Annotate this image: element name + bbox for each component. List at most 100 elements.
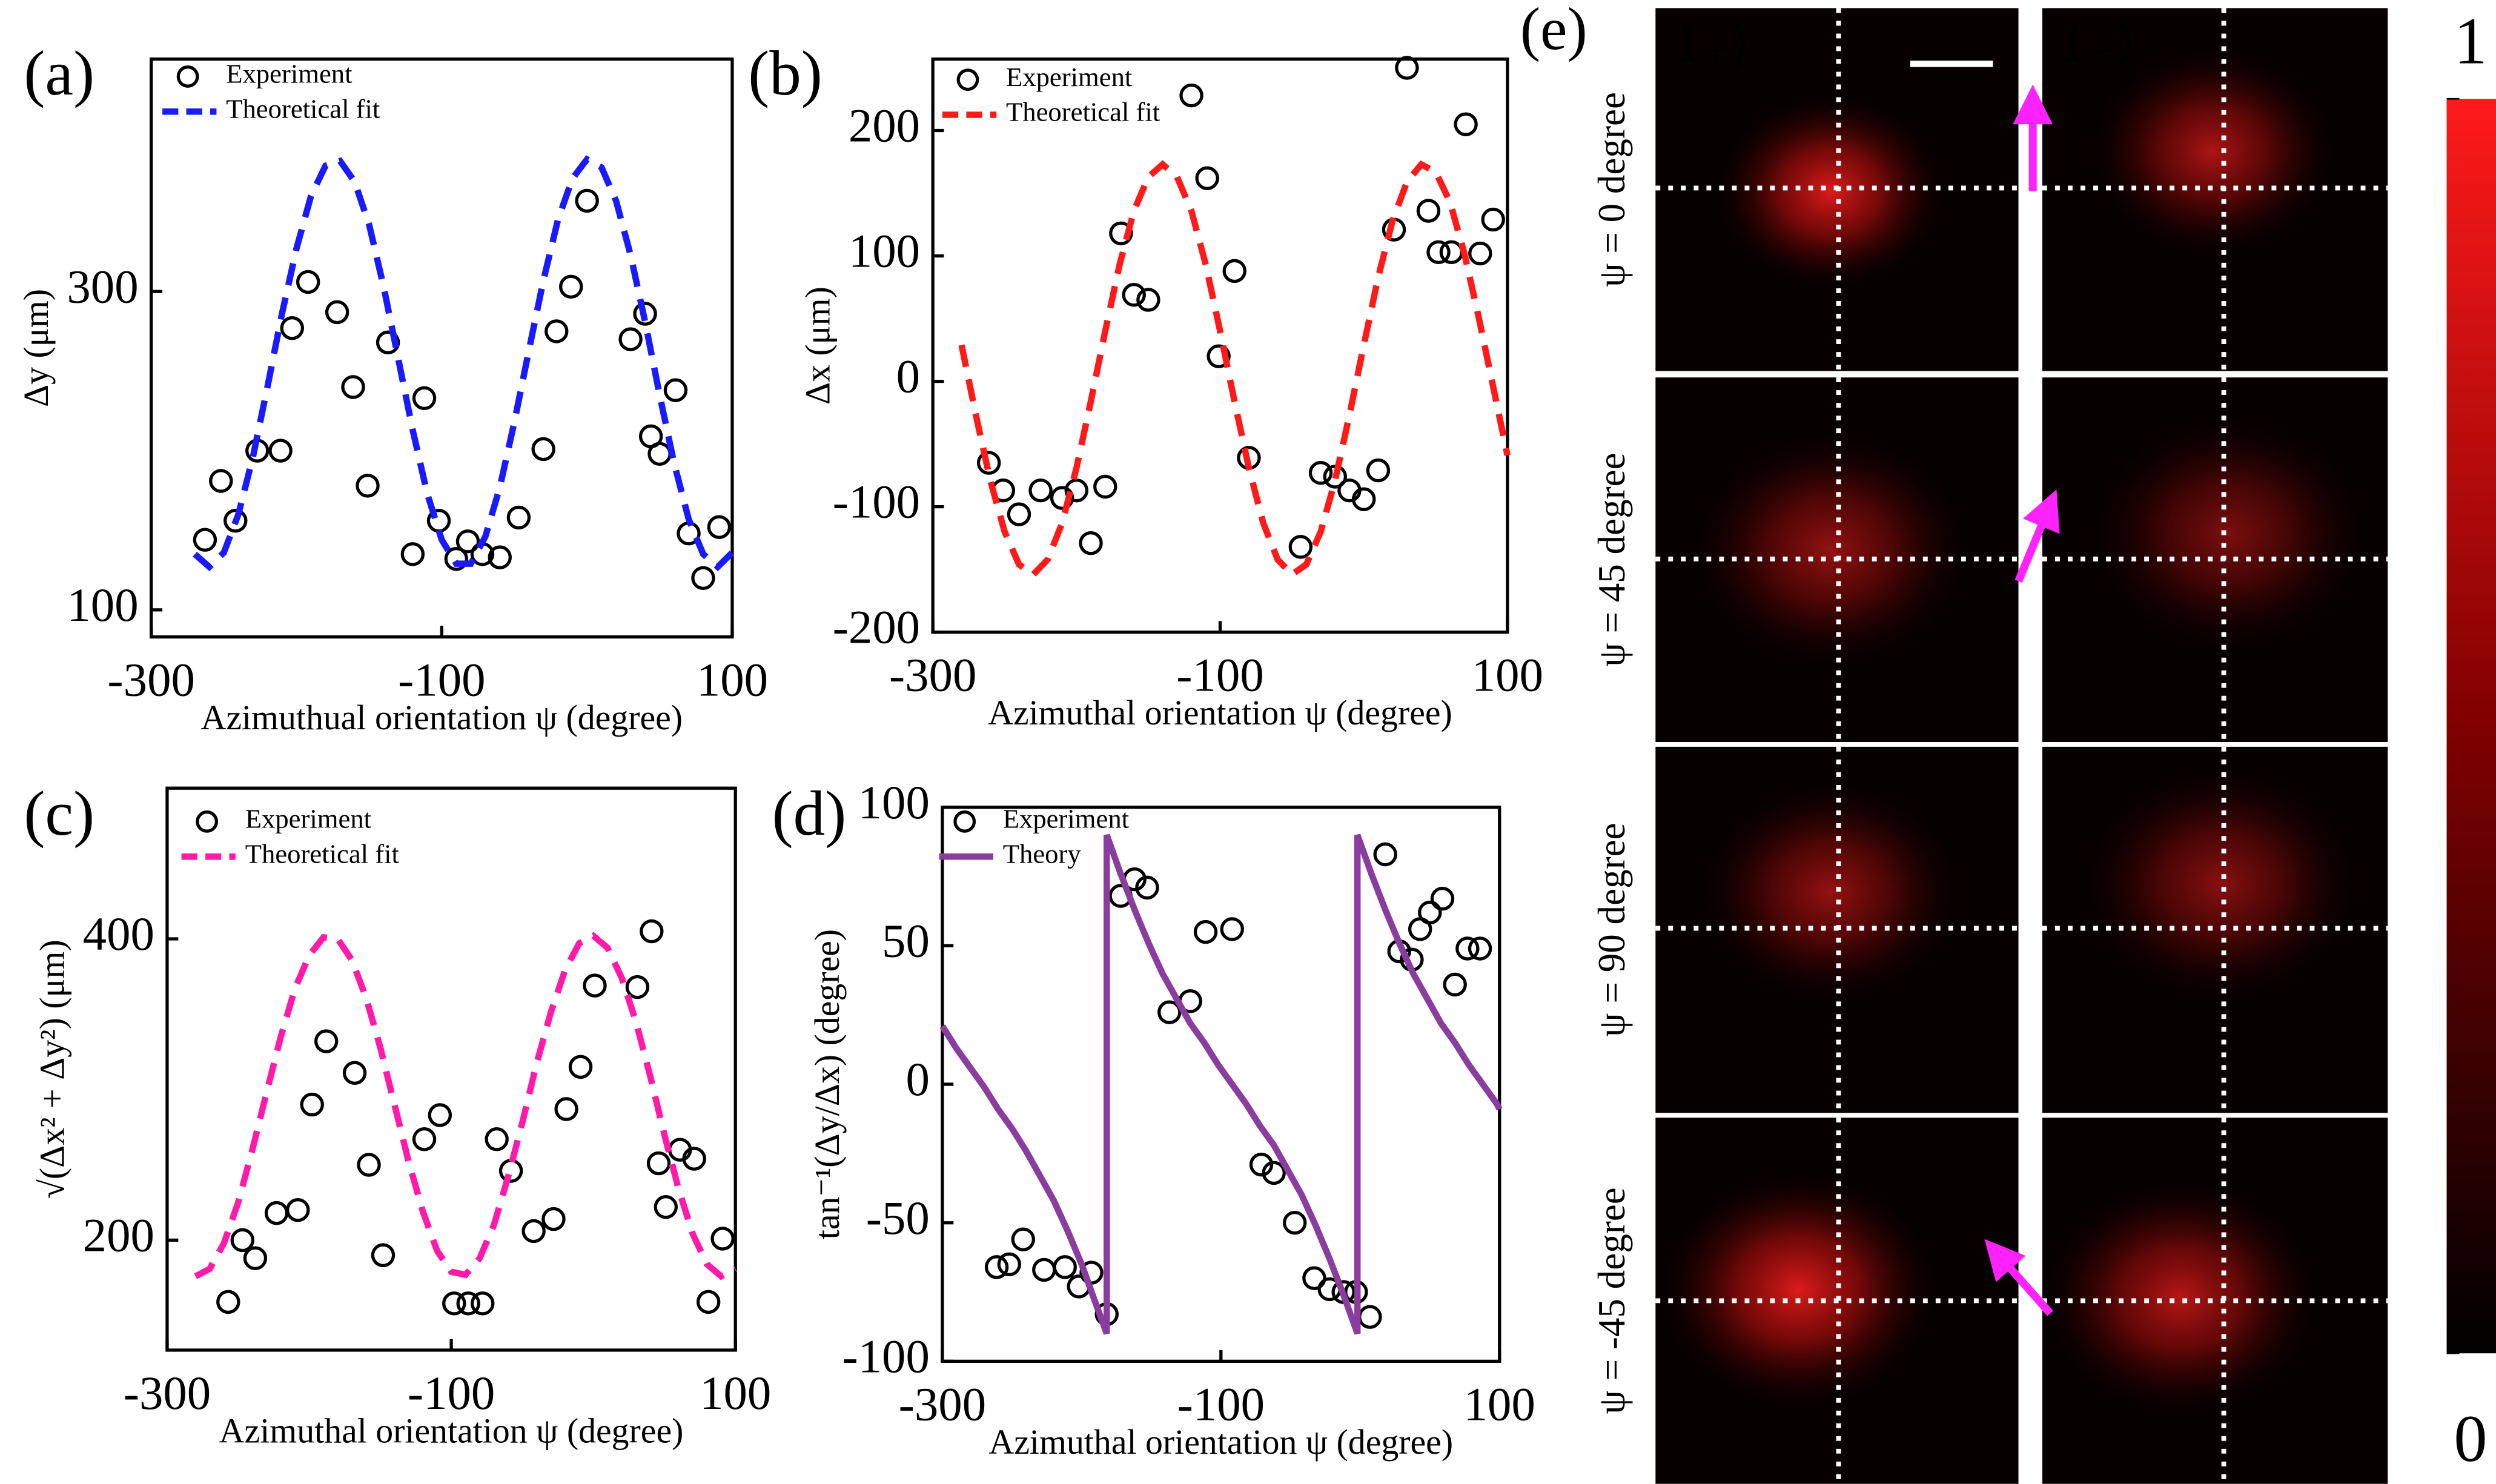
plot-frame <box>941 806 1501 1363</box>
legend-label: Theoretical fit <box>1006 97 1160 127</box>
x-tick-label: -300 <box>899 1378 987 1431</box>
data-point <box>583 973 607 998</box>
legend-label: Experiment <box>245 804 372 834</box>
state-label: |1₋⟩ <box>2048 13 2136 73</box>
data-point <box>264 1201 289 1225</box>
legend-label: Theory <box>1003 838 1082 869</box>
y-tick-label: -50 <box>866 1192 930 1245</box>
data-point <box>223 508 248 533</box>
arrow <box>2014 489 2060 583</box>
data-point <box>1079 531 1103 555</box>
data-point <box>1366 458 1391 483</box>
beam-spot <box>2093 50 2332 253</box>
data-point <box>568 1055 593 1079</box>
y-tick-label: 200 <box>849 100 920 153</box>
beam-spot <box>2093 418 2364 649</box>
legend-label: Theoretical fit <box>226 93 380 124</box>
row-label: ψ = 45 degree <box>1591 452 1633 666</box>
data-point <box>1064 478 1089 503</box>
y-tick-label: 100 <box>858 777 930 829</box>
data-point <box>1395 56 1419 80</box>
data-point <box>1179 83 1203 108</box>
data-point <box>1430 886 1455 911</box>
data-point <box>559 274 583 299</box>
colorbar-tick-label: 0 <box>2454 1402 2487 1476</box>
data-point <box>575 188 599 213</box>
data-point <box>633 302 657 326</box>
data-point <box>1109 221 1133 245</box>
panel-label: (d) <box>772 778 847 849</box>
data-point <box>428 1103 452 1127</box>
y-axis-label: Δx (μm) <box>798 287 837 405</box>
data-point <box>1454 112 1478 136</box>
panel-label: (e) <box>1520 0 1587 62</box>
beam-spot <box>2085 769 2356 999</box>
beam-spot <box>1695 434 1966 664</box>
legend-marker <box>956 68 979 91</box>
data-point <box>1122 283 1146 307</box>
data-point <box>1418 900 1442 925</box>
data-point <box>710 1227 735 1251</box>
chart: -300 -100 100 200 400 Azimuthal orientation ψ… <box>24 778 771 1451</box>
data-point <box>325 300 349 325</box>
data-point <box>296 270 320 294</box>
fit-line <box>193 155 735 572</box>
data-point <box>342 1061 367 1085</box>
data-point <box>376 330 400 355</box>
data-point <box>707 515 732 539</box>
data-point <box>1358 1305 1382 1329</box>
x-axis-label: Azimuthal orientation ψ (degree) <box>989 1422 1454 1462</box>
x-tick-label: -100 <box>408 1367 495 1420</box>
data-point <box>1373 842 1397 867</box>
x-tick-label: -100 <box>398 654 486 706</box>
data-point <box>1262 1161 1286 1185</box>
data-point <box>1468 241 1492 266</box>
y-tick-label: 50 <box>882 915 930 968</box>
x-tick-label: -300 <box>124 1367 211 1420</box>
data-point <box>521 1219 546 1244</box>
data-point <box>268 439 293 463</box>
y-tick-label: -200 <box>833 601 921 654</box>
data-point <box>640 919 664 944</box>
y-tick-label: -100 <box>833 476 921 529</box>
x-axis-label: Azimuthual orientation ψ (degree) <box>201 698 683 737</box>
data-point <box>412 386 437 411</box>
data-point <box>682 1147 706 1171</box>
legend-marker <box>176 65 199 88</box>
data-point <box>663 378 688 402</box>
data-point <box>1481 207 1505 232</box>
panel-label: (a) <box>24 38 94 108</box>
data-point <box>209 469 233 493</box>
data-point <box>243 1246 268 1270</box>
y-tick-label: -100 <box>842 1330 930 1383</box>
beam-spot <box>1719 96 1942 287</box>
data-point <box>357 1153 381 1177</box>
legend-label: Theoretical fit <box>245 838 400 869</box>
data-point <box>545 319 569 343</box>
data-point <box>1195 166 1219 190</box>
x-tick-label: -100 <box>1176 649 1264 702</box>
y-tick-label: 200 <box>83 1209 154 1262</box>
data-point <box>371 1243 396 1267</box>
y-tick-label: 100 <box>67 579 138 632</box>
data-point <box>541 1207 566 1231</box>
beam-spot <box>2045 1182 2317 1413</box>
state-label: |1₊⟩ <box>1663 13 1751 73</box>
data-point <box>1207 344 1231 368</box>
data-point <box>976 451 1001 475</box>
arrow <box>1984 1239 2054 1316</box>
data-point <box>1308 461 1333 485</box>
data-point <box>1050 486 1074 510</box>
beam-spot <box>1663 1174 1935 1405</box>
data-point <box>485 1127 509 1151</box>
data-point <box>1222 259 1246 283</box>
plot-frame <box>931 57 1509 634</box>
data-point <box>506 505 531 530</box>
data-point <box>1249 1152 1274 1177</box>
data-point <box>646 1151 671 1176</box>
data-point <box>1136 288 1160 312</box>
x-tick-label: -300 <box>889 649 977 702</box>
row-label: ψ = 0 degree <box>1591 92 1633 287</box>
